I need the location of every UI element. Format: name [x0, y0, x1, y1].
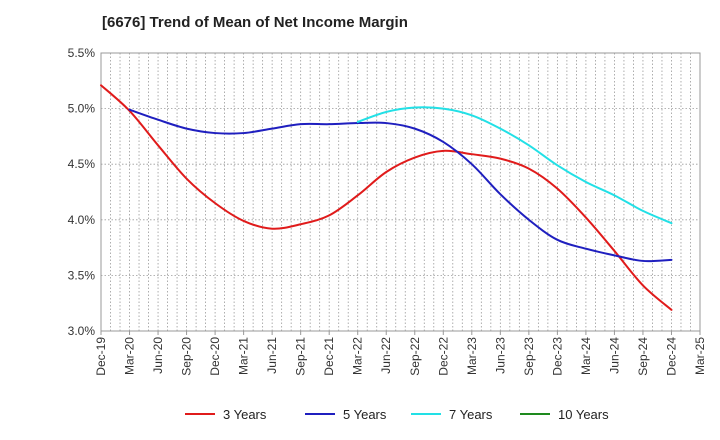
grid-layer [100, 52, 701, 332]
y-tick-label: 5.5% [68, 46, 96, 60]
x-tick-label: Dec-22 [436, 337, 450, 376]
x-tick-label: Dec-21 [322, 337, 336, 376]
series-line-7-years [356, 106, 673, 225]
x-tick-label: Dec-23 [550, 337, 564, 376]
x-tick-label: Jun-22 [379, 337, 393, 374]
x-tick-label: Sep-22 [408, 337, 422, 376]
legend-label-5-years: 5 Years [343, 407, 387, 422]
x-tick-label: Mar-20 [123, 337, 137, 375]
legend-label-10-years: 10 Years [558, 407, 609, 422]
x-tick-label: Sep-21 [294, 337, 308, 376]
x-tick-label: Sep-23 [522, 337, 536, 376]
x-tick-label: Sep-20 [180, 337, 194, 376]
series-line-5-years [128, 108, 673, 263]
legend: 3 Years 5 Years 7 Years 10 Years [185, 407, 609, 422]
series-line-3-years [100, 84, 673, 311]
x-tick-label: Mar-21 [237, 337, 251, 375]
y-tick-label: 3.5% [68, 268, 96, 282]
y-tick-label: 5.0% [68, 102, 96, 116]
x-tick-label: Jun-24 [607, 337, 621, 374]
x-tick-label: Jun-21 [265, 337, 279, 374]
x-tick-label: Mar-25 [693, 337, 707, 375]
axis-layer: 3.0% 3.5% 4.0% 4.5% 5.0% 5.5% Dec-19 Mar-20 Jun-… [68, 46, 707, 376]
x-tick-label: Dec-19 [94, 337, 108, 376]
x-tick-label: Mar-22 [351, 337, 365, 375]
legend-label-7-years: 7 Years [449, 407, 493, 422]
x-tick-label: Sep-24 [636, 337, 650, 376]
plot-frame [100, 52, 701, 332]
series-layer [100, 84, 673, 311]
y-tick-label: 4.5% [68, 157, 96, 171]
x-tick-label: Dec-20 [208, 337, 222, 376]
chart-title: [6676] Trend of Mean of Net Income Margi… [102, 14, 408, 31]
y-tick-label: 4.0% [68, 213, 96, 227]
legend-label-3-years: 3 Years [223, 407, 267, 422]
x-tick-label: Mar-24 [579, 337, 593, 375]
x-tick-label: Jun-20 [151, 337, 165, 374]
x-tick-label: Jun-23 [493, 337, 507, 374]
y-tick-label: 3.0% [68, 324, 96, 338]
x-tick-label: Dec-24 [664, 337, 678, 376]
x-tick-label: Mar-23 [465, 337, 479, 375]
